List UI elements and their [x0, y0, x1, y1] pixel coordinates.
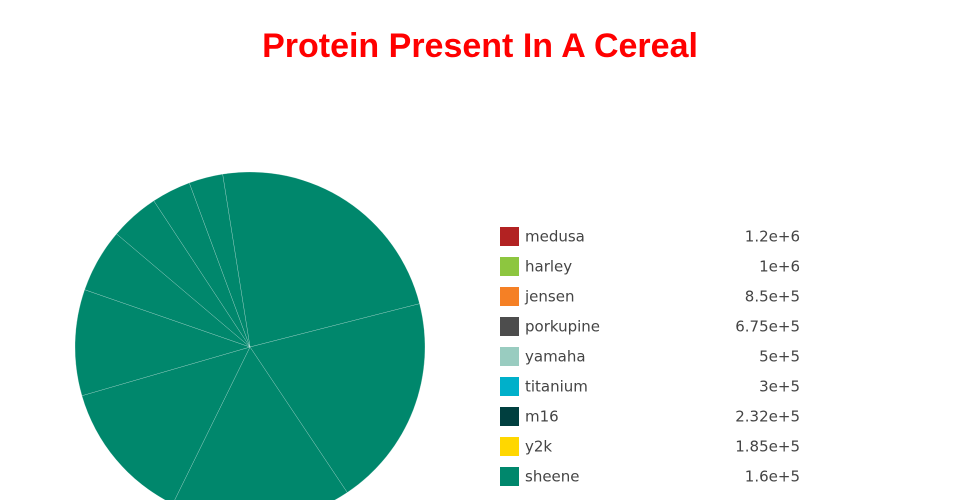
legend-swatch — [500, 257, 519, 276]
legend-value: 1e+6 — [759, 258, 800, 276]
legend-swatch — [500, 467, 519, 486]
legend-label: y2k — [525, 438, 552, 456]
legend-swatch — [500, 227, 519, 246]
legend-value: 1.85e+5 — [735, 438, 800, 456]
legend-swatch — [500, 377, 519, 396]
legend-label: medusa — [525, 228, 585, 246]
legend-value: 1.2e+6 — [745, 228, 800, 246]
legend-value: 2.32e+5 — [735, 408, 800, 426]
legend-value: 6.75e+5 — [735, 318, 800, 336]
legend-swatch — [500, 317, 519, 336]
legend-swatch — [500, 287, 519, 306]
legend-label: harley — [525, 258, 572, 276]
pie-slice — [249, 303, 426, 493]
pie-slice — [222, 171, 420, 348]
legend-value: 3e+5 — [759, 378, 800, 396]
pie-slice — [81, 346, 251, 500]
legend-label: porkupine — [525, 318, 600, 336]
legend-value: 1.6e+5 — [745, 468, 800, 486]
pie-slice — [74, 289, 251, 396]
pie-slice — [189, 173, 251, 348]
legend-label: sheene — [525, 468, 580, 486]
pie-slice — [174, 346, 348, 500]
legend-swatch — [500, 407, 519, 426]
legend-swatch — [500, 437, 519, 456]
legend-label: jensen — [524, 288, 574, 306]
legend-value: 8.5e+5 — [745, 288, 800, 306]
legend-label: m16 — [525, 408, 559, 426]
legend-label: yamaha — [525, 348, 586, 366]
legend-value: 5e+5 — [759, 348, 800, 366]
chart-title: Protein Present In A Cereal — [262, 27, 698, 65]
legend-swatch — [500, 347, 519, 366]
legend-label: titanium — [525, 378, 588, 396]
